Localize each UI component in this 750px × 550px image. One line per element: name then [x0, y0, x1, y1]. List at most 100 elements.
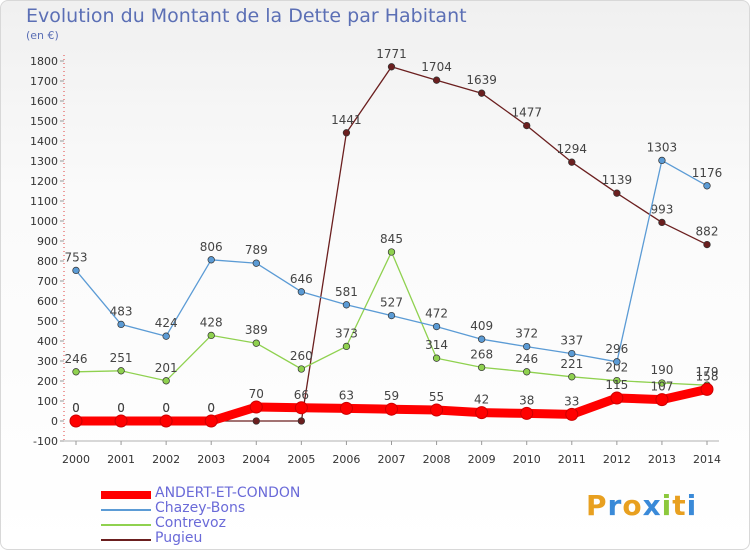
data-point — [387, 311, 396, 320]
data-point — [655, 393, 669, 407]
data-label: 70 — [249, 387, 264, 401]
x-tick-label: 2004 — [242, 453, 270, 466]
y-tick-label: 1500 — [30, 115, 58, 128]
data-label: 55 — [429, 390, 444, 404]
data-label: 845 — [380, 232, 403, 246]
data-label: 1639 — [466, 73, 497, 87]
data-label: 1477 — [511, 106, 542, 120]
data-point — [204, 414, 218, 428]
chart-title: Evolution du Montant de la Dette par Hab… — [26, 5, 467, 27]
x-tick-label: 2009 — [468, 453, 496, 466]
x-tick-label: 2002 — [152, 453, 180, 466]
legend-swatch — [101, 539, 151, 541]
y-tick-label: 700 — [37, 275, 58, 288]
x-tick-label: 2010 — [513, 453, 541, 466]
data-label: 993 — [650, 202, 673, 216]
x-tick-label: 2006 — [332, 453, 360, 466]
data-point — [387, 63, 396, 71]
data-label: 246 — [65, 352, 88, 366]
data-point — [252, 259, 260, 267]
data-label: 221 — [560, 357, 583, 371]
y-tick-label: 1200 — [30, 175, 58, 188]
data-point — [613, 189, 621, 197]
y-tick-label: 800 — [37, 255, 58, 268]
data-point — [162, 332, 170, 340]
data-point — [432, 76, 441, 84]
data-label: 1441 — [331, 113, 362, 127]
data-label: 0 — [207, 401, 215, 415]
data-point — [387, 248, 396, 256]
data-label: 428 — [200, 315, 223, 329]
data-point — [658, 156, 666, 165]
data-label: 389 — [245, 323, 268, 337]
y-tick-label: 1800 — [30, 55, 58, 68]
data-label: 472 — [425, 307, 448, 321]
data-point — [568, 349, 576, 358]
proxiti-logo: Proxiti — [586, 489, 697, 522]
logo-letter: x — [642, 489, 662, 522]
y-tick-label: 1100 — [30, 195, 58, 208]
y-tick-label: -100 — [33, 435, 58, 448]
data-label: 753 — [65, 250, 88, 264]
data-label: 0 — [162, 401, 170, 415]
data-label: 33 — [564, 394, 579, 408]
data-point — [339, 401, 353, 415]
data-point — [342, 129, 351, 137]
data-label: 158 — [696, 369, 719, 383]
y-tick-label: 900 — [37, 235, 58, 248]
x-tick-label: 2013 — [648, 453, 676, 466]
data-label: 190 — [650, 363, 673, 377]
data-label: 789 — [245, 243, 268, 257]
data-point — [297, 365, 306, 373]
data-label: 1139 — [602, 173, 633, 187]
data-point — [249, 400, 263, 414]
y-tick-label: 200 — [37, 375, 58, 388]
y-tick-label: 1300 — [30, 155, 58, 168]
unit-label: (en €) — [26, 29, 59, 42]
data-label: 424 — [155, 316, 178, 330]
data-label: 0 — [72, 401, 80, 415]
x-tick-label: 2003 — [197, 453, 225, 466]
data-label: 251 — [110, 351, 133, 365]
data-point — [385, 402, 398, 416]
data-label: 246 — [515, 352, 538, 366]
data-label: 527 — [380, 296, 403, 310]
logo-letter: i — [661, 489, 673, 522]
data-point — [703, 182, 711, 190]
x-tick-label: 2011 — [558, 453, 586, 466]
data-label: 63 — [339, 388, 354, 402]
data-point — [432, 354, 441, 362]
data-label: 483 — [110, 304, 133, 318]
data-label: 806 — [200, 240, 223, 254]
data-label: 372 — [515, 327, 538, 341]
data-point — [430, 403, 444, 417]
data-label: 314 — [425, 338, 448, 352]
data-label: 337 — [560, 334, 583, 348]
data-point — [117, 320, 125, 329]
data-point — [117, 367, 125, 375]
data-point — [613, 358, 621, 366]
data-point — [297, 417, 306, 425]
data-label: 42 — [474, 393, 489, 407]
data-point — [114, 414, 128, 428]
y-tick-label: 600 — [37, 295, 58, 308]
data-label: 201 — [155, 361, 178, 375]
data-point — [523, 368, 531, 376]
data-label: 66 — [294, 388, 309, 402]
y-tick-label: 1600 — [30, 95, 58, 108]
x-tick-label: 2007 — [378, 453, 406, 466]
data-point — [342, 301, 351, 309]
data-label: 59 — [384, 389, 399, 403]
data-point — [475, 406, 489, 420]
logo-letter: P — [586, 489, 608, 522]
legend-swatch — [101, 524, 151, 526]
logo-letter: t — [672, 489, 687, 522]
data-label: 1303 — [647, 140, 678, 154]
data-point — [159, 414, 173, 428]
data-point — [477, 363, 486, 372]
data-point — [523, 121, 531, 130]
logo-letter: o — [622, 489, 643, 522]
legend-label: Chazey-Bons — [155, 500, 246, 516]
